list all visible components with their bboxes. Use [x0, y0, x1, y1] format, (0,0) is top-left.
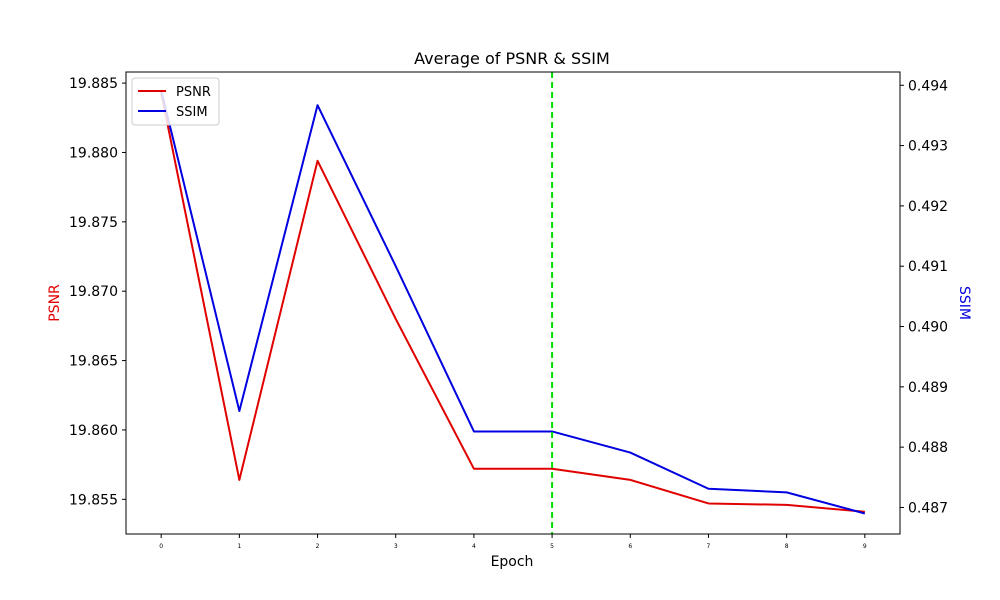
left-y-tick-label: 19.855	[69, 492, 118, 508]
x-tick-label: 8	[785, 543, 789, 550]
x-tick-label: 1	[237, 543, 241, 550]
left-y-tick-label: 19.875	[69, 215, 118, 231]
left-y-tick-label: 19.885	[69, 76, 118, 92]
series-line-ssim	[161, 90, 865, 513]
x-tick-label: 2	[316, 543, 320, 550]
left-y-tick-label: 19.860	[69, 423, 118, 439]
x-tick-label: 9	[863, 543, 867, 550]
left-y-tick-label: 19.865	[69, 354, 118, 370]
right-y-axis-ticks: 0.487 0.488 0.489 0.490 0.491 0.492 0.493 0.494	[900, 78, 948, 516]
x-tick-label: 4	[472, 543, 476, 550]
legend: PSNR SSIM	[132, 78, 219, 125]
left-y-axis-ticks: 19.855 19.860 19.865 19.870 19.875 19.880 19.8…	[69, 76, 126, 508]
legend-label-ssim: SSIM	[176, 105, 208, 120]
right-y-tick-label: 0.494	[908, 78, 948, 94]
legend-label-psnr: PSNR	[176, 85, 211, 100]
x-tick-label: 6	[628, 543, 632, 550]
left-y-axis-label: PSNR	[47, 284, 63, 322]
right-y-tick-label: 0.490	[908, 320, 948, 336]
right-y-axis-label: SSIM	[956, 286, 972, 320]
x-tick-label: 0	[159, 543, 163, 550]
x-axis-ticks: 0 1 2 3 4 5 6 7 8 9	[159, 534, 867, 550]
x-tick-label: 5	[550, 543, 554, 550]
plot-area	[161, 72, 865, 534]
chart-title: Average of PSNR & SSIM	[414, 49, 610, 68]
right-y-tick-label: 0.488	[908, 440, 948, 456]
right-y-tick-label: 0.492	[908, 199, 948, 215]
x-axis-label: Epoch	[491, 554, 534, 570]
right-y-tick-label: 0.491	[908, 259, 948, 275]
right-y-tick-label: 0.493	[908, 139, 948, 155]
left-y-tick-label: 19.870	[69, 284, 118, 300]
left-y-tick-label: 19.880	[69, 145, 118, 161]
right-y-tick-label: 0.489	[908, 380, 948, 396]
right-y-tick-label: 0.487	[908, 500, 948, 516]
x-tick-label: 7	[707, 543, 711, 550]
x-tick-label: 3	[394, 543, 398, 550]
